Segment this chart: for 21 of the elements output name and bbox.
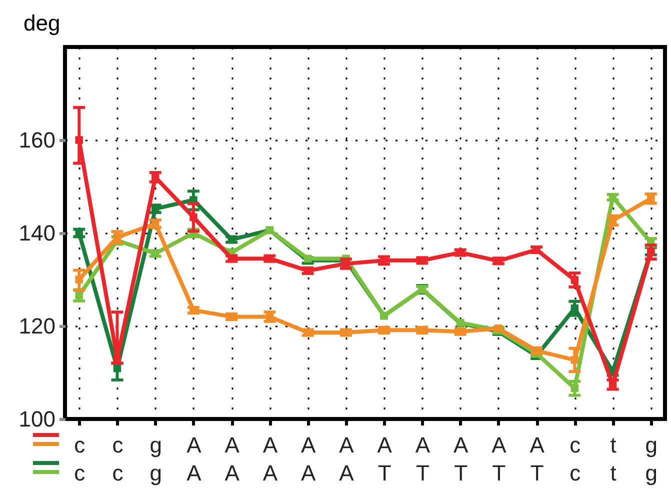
x-tick-label: A A — [339, 432, 354, 486]
y-tick-label: 160 — [18, 128, 56, 152]
x-tick-label: c c — [74, 432, 86, 486]
y-axis-title: deg — [24, 10, 60, 36]
x-tick-label: A T — [530, 432, 545, 486]
x-tick-label: A A — [224, 432, 240, 486]
x-tick-label: A T — [415, 432, 430, 486]
x-tick-label: c c — [112, 432, 124, 486]
x-tick-label: A T — [453, 432, 468, 486]
x-tick-label: c c — [570, 432, 581, 486]
x-tick-label: A T — [492, 432, 507, 486]
y-tick-label: 140 — [18, 220, 56, 246]
x-tick-label: g g — [150, 432, 162, 486]
x-tick-label: A T — [377, 432, 392, 486]
y-tick-label: 100 — [18, 406, 56, 432]
x-tick-label: A A — [186, 432, 202, 486]
x-tick-label: t t — [610, 432, 616, 486]
x-tick-label: g g — [645, 432, 658, 486]
x-tick-label: A A — [300, 432, 316, 486]
y-tick-label: 120 — [18, 314, 56, 338]
x-tick-label: A A — [262, 432, 278, 486]
